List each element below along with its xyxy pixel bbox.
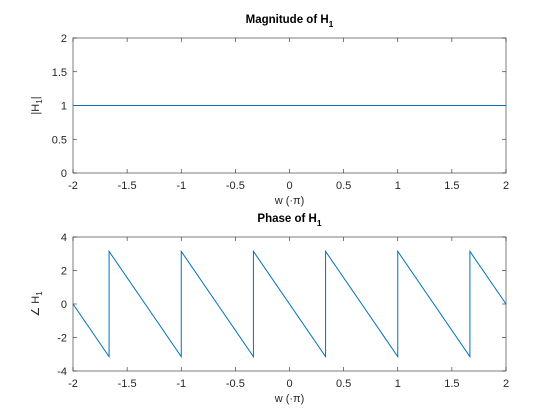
- phase-x-tick-label: 1: [395, 378, 401, 390]
- magnitude-x-tick-label: 1.5: [444, 180, 459, 192]
- phase-x-tick-label: -1.5: [118, 378, 137, 390]
- phase-title: Phase of H1: [257, 213, 321, 228]
- phase-title-subscript: 1: [317, 218, 322, 228]
- magnitude-x-axis-label: w (·π): [274, 195, 305, 207]
- magnitude-x-tick-label: -0.5: [226, 180, 245, 192]
- magnitude-plot: -2 -1.5 -1 -0.5 0 0.5 1 1.5 2 0 0.5 1 1.5 2 Magnitude …: [30, 14, 509, 207]
- phase-y-tick-label: -4: [57, 366, 67, 378]
- magnitude-x-tick-label: -1: [176, 180, 186, 192]
- phase-title-text: Phase of H: [257, 213, 316, 225]
- magnitude-y-axis-label: |H1|: [30, 96, 44, 114]
- magnitude-y-axis-label-text: |H: [30, 104, 42, 115]
- phase-x-axis-label: w (·π): [274, 393, 305, 405]
- magnitude-title-subscript: 1: [329, 19, 334, 29]
- phase-y-tick-label: -2: [57, 333, 67, 345]
- phase-x-tick-label: -1: [176, 378, 186, 390]
- magnitude-x-tick-label: 1: [395, 180, 401, 192]
- magnitude-x-tick-label: 0: [286, 180, 292, 192]
- magnitude-y-tick-label: 1: [61, 101, 67, 113]
- magnitude-y-axis-label-subscript: 1: [35, 99, 44, 104]
- phase-y-axis-label-subscript: 1: [35, 291, 44, 296]
- magnitude-x-tick-label: 0.5: [336, 180, 351, 192]
- phase-y-axis-label-text: ∠ H: [30, 296, 42, 317]
- magnitude-x-tick-label: -2: [68, 180, 78, 192]
- phase-x-tick-label: 2: [503, 378, 509, 390]
- phase-y-tick-label: 0: [61, 299, 67, 311]
- magnitude-title-text: Magnitude of H: [246, 14, 329, 26]
- phase-series-line: [72, 249, 507, 359]
- magnitude-y-axis-label-suffix: |: [30, 96, 42, 99]
- phase-y-axis-label: ∠ H1: [30, 291, 44, 317]
- phase-x-tick-label: -0.5: [226, 378, 245, 390]
- phase-x-tick-label: 0.5: [336, 378, 351, 390]
- phase-y-tick-label: 2: [61, 266, 67, 278]
- phase-x-tick-label: -2: [68, 378, 78, 390]
- magnitude-y-tick-label: 0.5: [52, 134, 67, 146]
- magnitude-x-tick-label: 2: [503, 180, 509, 192]
- phase-x-tick-label: 1.5: [444, 378, 459, 390]
- magnitude-y-tick-label: 1.5: [52, 67, 67, 79]
- magnitude-y-tick-label: 2: [61, 33, 67, 45]
- magnitude-y-tick-label: 0: [61, 168, 67, 180]
- phase-x-tick-label: 0: [286, 378, 292, 390]
- phase-y-tick-label: 4: [61, 232, 67, 244]
- magnitude-x-tick-label: -1.5: [118, 180, 137, 192]
- magnitude-title: Magnitude of H1: [246, 14, 334, 29]
